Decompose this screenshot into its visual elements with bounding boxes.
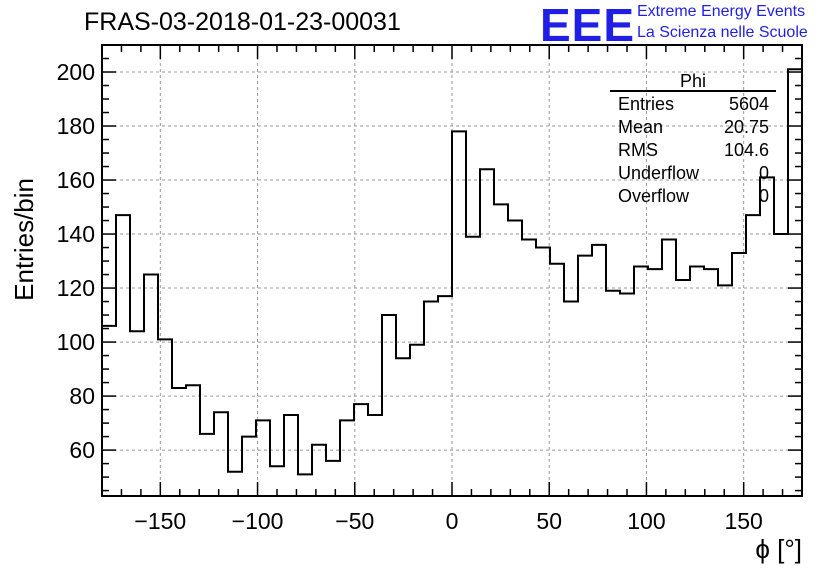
y-tick-label: 140 [57,221,95,247]
histogram-bin [550,264,564,496]
y-tick-label: 120 [57,275,95,301]
x-tick-label: 50 [536,508,562,534]
stats-value: 20.75 [724,117,769,137]
histogram-bin [718,285,732,496]
histogram-bin [382,315,396,496]
histogram-bin [228,472,242,496]
page-title: FRAS-03-2018-01-23-00031 [84,8,401,36]
x-tick-label: 150 [724,508,762,534]
y-tick-label: 200 [57,59,95,85]
y-tick-label: 160 [57,167,95,193]
stats-value: 5604 [729,94,769,114]
stats-label: Mean [618,117,663,137]
x-tick-label: −150 [134,508,186,534]
logo-line-1: Extreme Energy Events [637,3,806,20]
histogram-series [102,68,802,496]
axes: −150 −100 −50 0 50 100 150 60 80 100 120 140 160 180 2… [57,44,803,534]
stats-box: Phi Entries 5604 Mean 20.75 RMS 104.6 Underflow… [610,71,776,206]
y-tick-label: 60 [69,437,95,463]
stats-label: Overflow [618,186,690,206]
histogram-bin [144,275,158,496]
histogram-bin [536,248,550,496]
histogram-bin [704,269,718,496]
histogram-bin [676,280,690,496]
histogram-bin [242,437,256,496]
histogram-bin [312,445,326,496]
stats-value: 0 [759,163,769,183]
histogram-bin [368,415,382,496]
histogram-bin [788,69,802,496]
histogram-bin [508,221,522,496]
histogram-bin [284,415,298,496]
histogram-bin [690,266,704,496]
histogram-bin [494,204,508,496]
histogram-bin [774,234,788,496]
histogram-bin [662,239,676,496]
stats-label: Underflow [618,163,700,183]
histogram-bin [410,345,424,496]
x-axis-title: ϕ [°] [755,534,802,564]
x-tick-label: −50 [335,508,374,534]
histogram-bin [452,131,466,496]
histogram-bin [186,385,200,496]
histogram-bin [634,266,648,496]
histogram-bin [578,256,592,496]
x-tick-label: 100 [627,508,665,534]
histogram-bin [116,215,130,496]
histogram-bin [396,358,410,496]
histogram-outline [102,68,802,476]
histogram-bin [606,291,620,496]
histogram-bin [172,388,186,496]
histogram-bin [424,302,438,496]
y-tick-label: 180 [57,113,95,139]
y-axis-title: Entries/bin [9,178,39,301]
stats-label: Entries [618,94,674,114]
stats-value: 104.6 [724,140,769,160]
eee-logo: EEE [540,0,636,51]
histogram-bin [480,169,494,496]
histogram-bin [298,474,312,496]
histogram-bin [340,420,354,496]
x-tick-label: −100 [232,508,284,534]
histogram-bin [326,461,340,496]
stats-value: 0 [759,186,769,206]
stats-label: RMS [618,140,658,160]
histogram-bin [102,326,116,496]
histogram-bin [564,302,578,496]
histogram-bin [648,269,662,496]
x-tick-label: 0 [446,508,459,534]
histogram-bin [732,253,746,496]
y-tick-label: 80 [69,383,95,409]
histogram-bin [466,237,480,496]
histogram-bin [592,245,606,496]
histogram-bin [354,404,368,496]
histogram-bin [522,239,536,496]
histogram-bin [760,177,774,496]
histogram-bin [746,215,760,496]
y-tick-label: 100 [57,329,95,355]
histogram-bin [438,296,452,496]
histogram-bin [158,339,172,496]
histogram-bin [200,434,214,496]
stats-title: Phi [680,71,706,91]
histogram-bin [214,412,228,496]
histogram-bin [620,293,634,496]
logo-line-2: La Scienza nelle Scuole [637,24,808,41]
histogram-bin [130,331,144,496]
